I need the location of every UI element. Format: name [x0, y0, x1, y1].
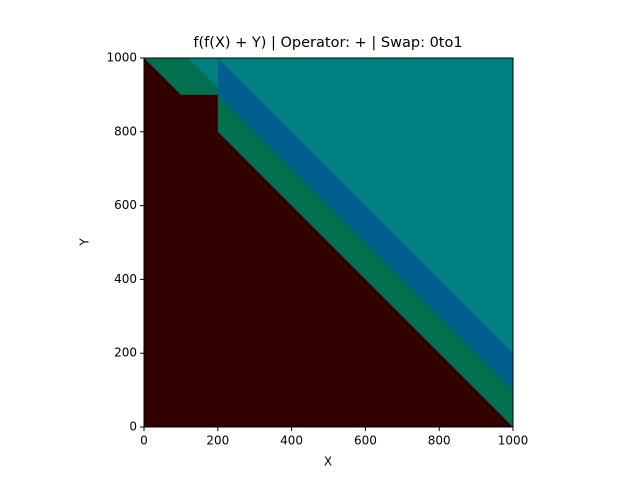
x-tick-label: 400	[280, 434, 303, 448]
y-tick-label: 800	[114, 124, 137, 138]
region	[144, 58, 513, 427]
x-tick-label: 200	[206, 434, 229, 448]
x-tick-label: 1000	[498, 434, 529, 448]
region	[217, 58, 514, 391]
y-axis-label: Y	[78, 238, 92, 247]
x-tick-label: 800	[428, 434, 451, 448]
x-tick-label: 0	[140, 434, 148, 448]
x-tick-label: 600	[354, 434, 377, 448]
chart-title: f(f(X) + Y) | Operator: + | Swap: 0to1	[193, 35, 462, 51]
y-tick-label: 200	[114, 346, 137, 360]
y-tick-label: 600	[114, 198, 137, 212]
y-tick-label: 1000	[106, 51, 137, 65]
x-axis-label: X	[324, 455, 332, 469]
y-tick-label: 400	[114, 272, 137, 286]
y-tick-label: 0	[129, 420, 137, 434]
plot-frame	[143, 57, 514, 428]
